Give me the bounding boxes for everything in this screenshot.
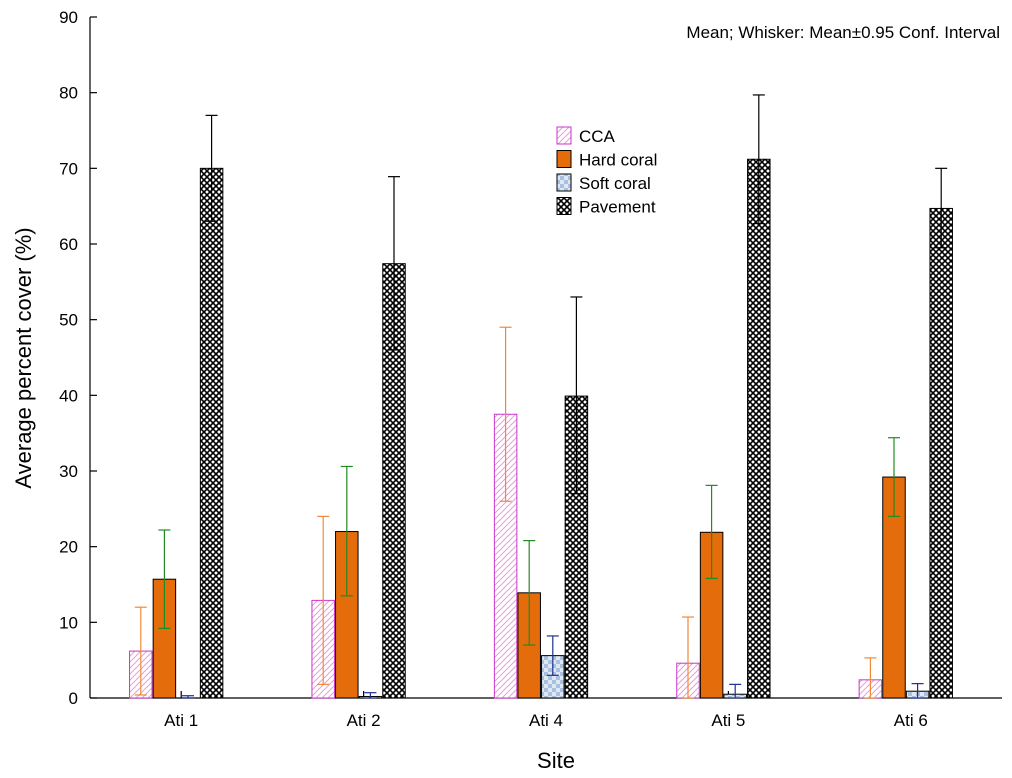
legend-label: Soft coral (579, 174, 651, 193)
legend-swatch (557, 151, 571, 168)
y-tick-label: 20 (59, 538, 78, 557)
y-tick-label: 80 (59, 84, 78, 103)
legend: CCA Hard coral Soft coral Pavement (557, 127, 657, 217)
y-tick-label: 30 (59, 462, 78, 481)
y-tick-label: 10 (59, 613, 78, 632)
bar-pavement (200, 168, 223, 698)
legend-label: Pavement (579, 198, 656, 217)
x-tick-label: Ati 2 (347, 711, 381, 730)
legend-swatch (557, 127, 571, 144)
y-axis-label: Average percent cover (%) (11, 227, 36, 488)
whiskers-group (135, 95, 947, 698)
legend-label: CCA (579, 127, 616, 146)
x-tick-label: Ati 4 (529, 711, 563, 730)
x-tick-label: Ati 6 (894, 711, 928, 730)
y-tick-label: 70 (59, 159, 78, 178)
legend-label: Hard coral (579, 151, 657, 170)
x-axis-label: Site (537, 748, 575, 773)
x-tick-label: Ati 5 (711, 711, 745, 730)
legend-swatch (557, 174, 571, 191)
y-tick-label: 60 (59, 235, 78, 254)
y-tick-label: 50 (59, 311, 78, 330)
bar-pavement (748, 159, 771, 698)
bar-pavement (930, 208, 953, 698)
y-tick-label: 40 (59, 386, 78, 405)
legend-swatch (557, 198, 571, 215)
chart-note: Mean; Whisker: Mean±0.95 Conf. Interval (686, 23, 1000, 42)
y-tick-label: 90 (59, 8, 78, 27)
bars-group (130, 159, 953, 698)
x-tick-label: Ati 1 (164, 711, 198, 730)
y-tick-label: 0 (69, 689, 78, 708)
y-axis: 0 10 20 30 40 50 60 70 80 90 (59, 8, 97, 708)
